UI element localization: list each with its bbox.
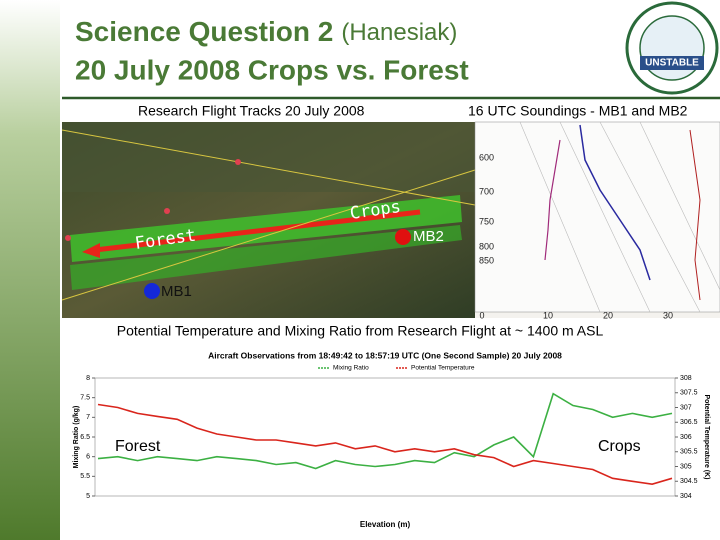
chart-title: Aircraft Observations from 18:49:42 to 1… xyxy=(208,350,562,360)
y-tick-label: 5.5 xyxy=(80,473,90,480)
pressure-label: 600 xyxy=(479,152,494,162)
pressure-label: 850 xyxy=(479,255,494,265)
chart: Aircraft Observations from 18:49:42 to 1… xyxy=(62,345,720,540)
y2-tick-label: 307 xyxy=(680,404,692,411)
chart-background xyxy=(62,345,720,540)
side-bar xyxy=(0,0,60,540)
y-tick-label: 7.5 xyxy=(80,395,90,402)
y2-tick-label: 307.5 xyxy=(680,390,698,397)
y2-tick-label: 305.5 xyxy=(680,449,698,456)
y2-tick-label: 304 xyxy=(680,493,692,500)
right-heading: 16 UTC Soundings - MB1 and MB2 xyxy=(468,103,688,119)
y2-tick-label: 305 xyxy=(680,463,692,470)
legend-label: Potential Temperature xyxy=(411,365,475,372)
y-tick-label: 8 xyxy=(86,375,90,382)
label-mb1: MB1 xyxy=(161,283,192,300)
y-tick-label: 6 xyxy=(86,454,90,461)
y-axis-label: Mixing Ratio (g/kg) xyxy=(73,406,80,469)
pressure-label: 750 xyxy=(479,216,494,226)
temp-label: 10 xyxy=(543,310,553,320)
y2-tick-label: 308 xyxy=(680,375,692,382)
legend-label: Mixing Ratio xyxy=(333,365,369,372)
temp-label: 0 xyxy=(479,310,484,320)
series-line xyxy=(97,392,673,470)
y2-tick-label: 304.5 xyxy=(680,478,698,485)
left-heading: Research Flight Tracks 20 July 2008 xyxy=(138,103,365,119)
pressure-label: 850 xyxy=(479,255,494,265)
temp-label: 30 xyxy=(663,310,673,320)
annotation-forest: Forest xyxy=(115,438,161,455)
temp-label: 20 xyxy=(603,310,613,320)
series-line xyxy=(97,403,673,486)
annotation-crops: Crops xyxy=(598,438,641,455)
y2-axis-label: Potential Temperature (K) xyxy=(703,394,710,479)
pressure-label: 700 xyxy=(479,186,494,196)
pressure-label: 750 xyxy=(479,216,494,226)
subtitle: 20 July 2008 Crops vs. Forest xyxy=(75,54,469,85)
pressure-label: 700 xyxy=(479,186,494,196)
caption: Potential Temperature and Mixing Ratio f… xyxy=(117,323,604,339)
pressure-label: 600 xyxy=(479,152,494,162)
y-tick-label: 5 xyxy=(86,493,90,500)
y2-tick-label: 306.5 xyxy=(680,419,698,426)
logo: UNSTABLE xyxy=(625,1,719,95)
y-tick-label: 6.5 xyxy=(80,434,90,441)
x-axis-label: Elevation (m) xyxy=(360,520,411,529)
label-mb2: MB2 xyxy=(413,228,444,245)
logo-text: UNSTABLE xyxy=(645,58,699,69)
title: Science Question 2 (Hanesiak) xyxy=(75,16,457,47)
y-tick-label: 7 xyxy=(86,414,90,421)
flight-map: Crops Forest MB2 MB1 xyxy=(61,122,476,318)
pressure-label: 800 xyxy=(479,241,494,251)
y2-tick-label: 306 xyxy=(680,434,692,441)
pressure-label: 800 xyxy=(479,241,494,251)
